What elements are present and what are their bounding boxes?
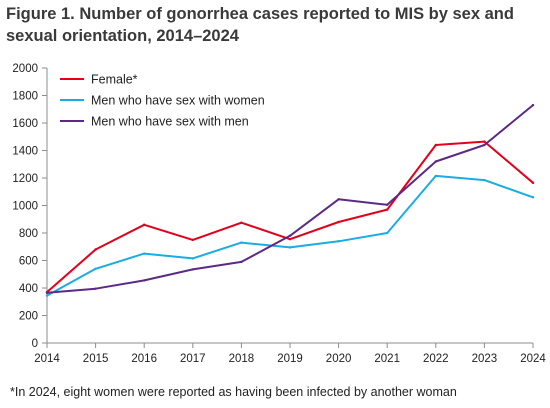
data-point-men-who-have-sex-with-women-2024	[531, 196, 535, 199]
data-point-female-2016	[143, 223, 146, 226]
legend-label-men-who-have-sex-with-women: Men who have sex with women	[91, 94, 265, 108]
y-tick-label-0: 0	[32, 338, 38, 350]
x-tick-label-2018: 2018	[229, 353, 255, 365]
series-line-female	[46, 140, 534, 294]
y-tick-label-1800: 1800	[12, 91, 38, 103]
data-point-men-who-have-sex-with-men-2020	[337, 198, 340, 201]
data-point-men-who-have-sex-with-women-2023	[483, 178, 486, 182]
data-point-men-who-have-sex-with-women-2016	[143, 252, 146, 255]
x-tick-label-2014: 2014	[34, 353, 60, 365]
data-point-men-who-have-sex-with-men-2022	[434, 160, 437, 163]
y-tick-label-2000: 2000	[12, 63, 38, 75]
data-point-men-who-have-sex-with-men-2024	[531, 103, 535, 107]
data-point-female-2023	[483, 140, 486, 143]
data-point-men-who-have-sex-with-men-2018	[240, 260, 243, 264]
y-tick-label-1000: 1000	[12, 201, 38, 213]
data-point-men-who-have-sex-with-men-2014	[45, 291, 49, 295]
chart-title: Figure 1. Number of gonorrhea cases repo…	[6, 3, 544, 47]
data-point-men-who-have-sex-with-women-2018	[240, 241, 243, 244]
x-tick-label-2016: 2016	[131, 353, 157, 365]
chart-footnote: *In 2024, eight women were reported as h…	[10, 385, 457, 399]
y-tick-label-1200: 1200	[12, 173, 38, 185]
y-tick-label-600: 600	[19, 256, 38, 268]
data-point-men-who-have-sex-with-men-2019	[288, 234, 292, 237]
y-tick-label-800: 800	[19, 228, 38, 240]
chart-title-line-1: Figure 1. Number of gonorrhea cases repo…	[6, 5, 514, 23]
data-point-men-who-have-sex-with-men-2015	[94, 287, 97, 290]
data-point-men-who-have-sex-with-women-2015	[94, 267, 97, 270]
x-tick-label-2015: 2015	[83, 353, 109, 365]
data-point-men-who-have-sex-with-women-2022	[434, 174, 437, 178]
data-point-female-2022	[434, 143, 437, 147]
x-tick-label-2017: 2017	[180, 353, 206, 365]
data-point-men-who-have-sex-with-women-2020	[337, 240, 340, 243]
line-chart: 0 200 400 600 800 1000 1200 1400 1600 1800 2000 201…	[12, 63, 546, 365]
data-point-female-2020	[337, 220, 340, 224]
data-point-female-2021	[386, 208, 389, 211]
legend-label-female: Female*	[91, 73, 138, 87]
x-tick-label-2020: 2020	[326, 353, 352, 365]
y-tick-label-1600: 1600	[12, 118, 38, 130]
data-point-female-2015	[94, 248, 97, 251]
x-tick-label-2021: 2021	[374, 353, 400, 365]
x-tick-label-2024: 2024	[520, 353, 546, 365]
data-point-female-2019	[288, 237, 292, 241]
data-point-female-2018	[240, 221, 243, 224]
data-point-men-who-have-sex-with-women-2021	[386, 231, 389, 235]
data-point-men-who-have-sex-with-women-2019	[288, 246, 292, 249]
data-point-female-2017	[191, 238, 194, 242]
data-point-men-who-have-sex-with-men-2016	[143, 279, 146, 282]
data-point-men-who-have-sex-with-women-2014	[45, 294, 49, 297]
y-tick-label-200: 200	[19, 311, 38, 323]
series-line-men-who-have-sex-with-men	[46, 104, 534, 294]
data-point-men-who-have-sex-with-men-2023	[483, 143, 486, 147]
data-point-men-who-have-sex-with-men-2021	[386, 203, 389, 207]
data-point-female-2024	[531, 181, 535, 185]
x-tick-label-2022: 2022	[423, 353, 449, 365]
x-tick-label-2023: 2023	[472, 353, 498, 365]
legend-label-men-who-have-sex-with-men: Men who have sex with men	[91, 115, 249, 129]
chart-title-line-2: sexual orientation, 2014–2024	[6, 27, 239, 45]
y-tick-label-400: 400	[19, 283, 38, 295]
data-point-men-who-have-sex-with-men-2017	[191, 268, 194, 271]
data-point-men-who-have-sex-with-women-2017	[191, 257, 194, 260]
y-tick-label-1400: 1400	[12, 146, 38, 158]
x-tick-label-2019: 2019	[277, 353, 303, 365]
